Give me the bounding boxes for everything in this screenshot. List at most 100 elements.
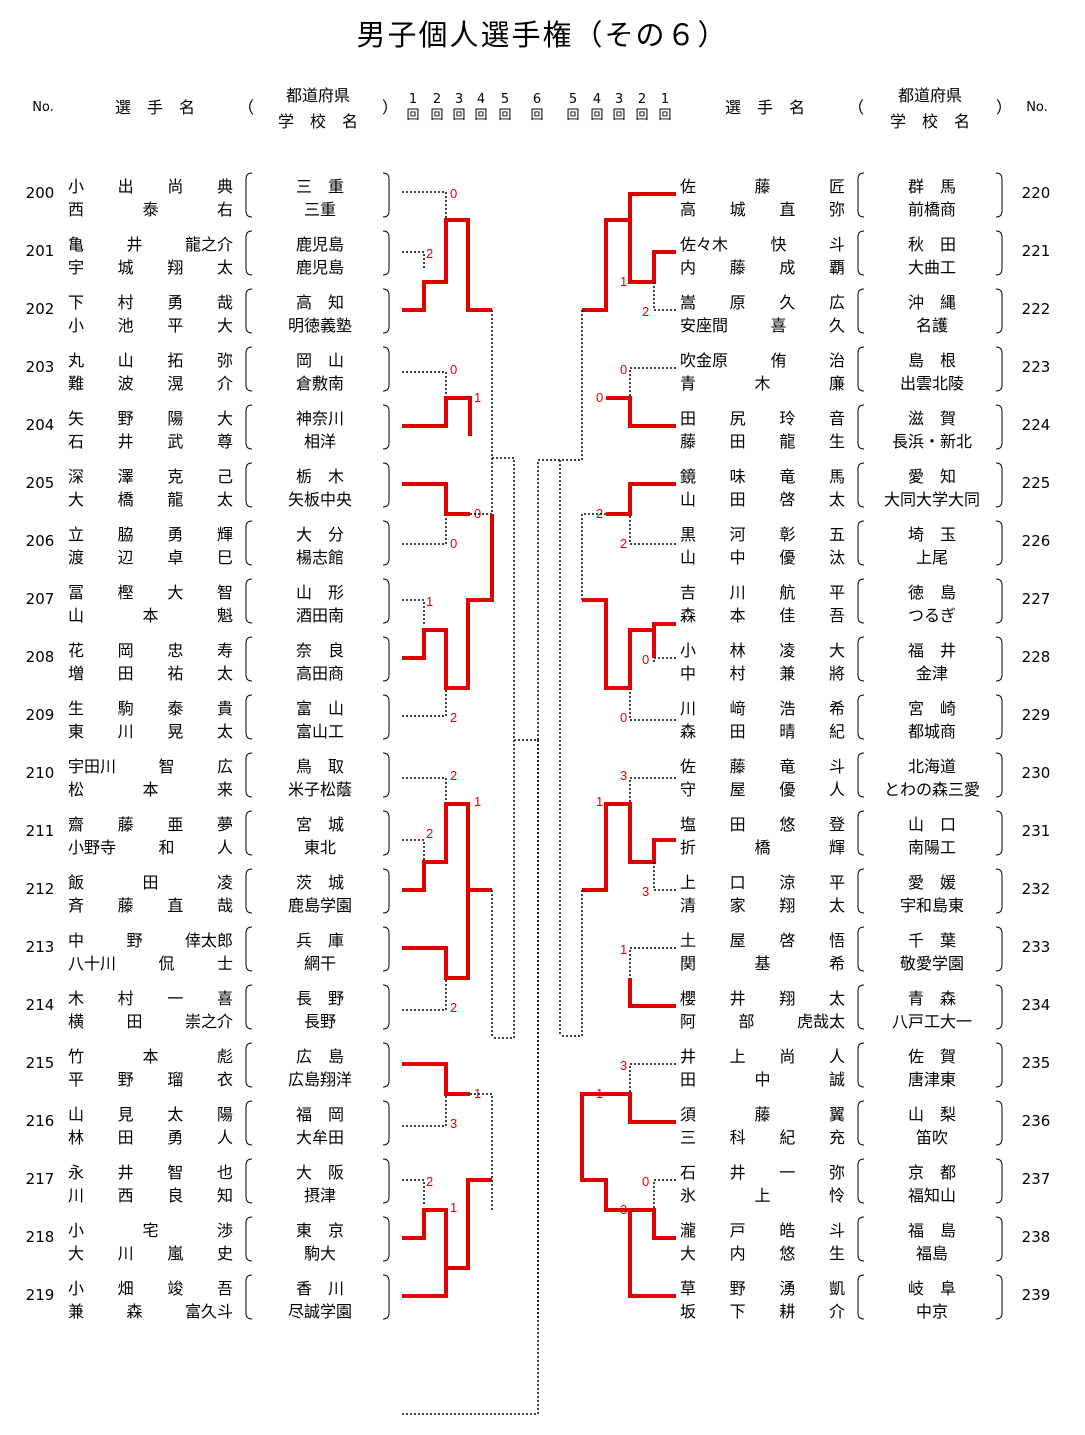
entry-number: 208 <box>25 648 55 666</box>
school-name: 福知山 <box>907 1186 956 1205</box>
entry-number: 205 <box>25 474 55 492</box>
paren-open <box>245 694 253 740</box>
school-name: 福島 <box>915 1244 948 1263</box>
entry-number: 210 <box>25 764 55 782</box>
bracket-line <box>470 1093 493 1210</box>
school-name: 唐津東 <box>907 1070 956 1089</box>
round-label-right-2: 4 回 <box>590 92 604 123</box>
entry-number: 221 <box>1021 242 1051 260</box>
player-name: 吹金原侑治 <box>680 351 845 370</box>
entry-number: 213 <box>25 938 55 956</box>
score: 2 <box>620 536 627 551</box>
round-label-left-3: 3 回 <box>452 92 466 123</box>
prefecture: 高 知 <box>295 293 344 312</box>
prefecture: 千 葉 <box>907 931 956 950</box>
score: 1 <box>426 594 433 609</box>
winner-line <box>582 802 676 892</box>
player-name: 佐々木快斗 <box>680 235 845 254</box>
paren-open <box>857 1042 865 1088</box>
school-name: 米子松蔭 <box>287 780 352 799</box>
player-name: 守屋優人 <box>680 780 845 799</box>
bracket-line <box>402 740 539 1415</box>
player-name: 塩田悠登 <box>680 815 845 834</box>
prefecture: 宮 崎 <box>907 699 956 718</box>
school-name: 出雲北陵 <box>899 374 964 393</box>
player-name: 櫻井翔太 <box>680 989 845 1008</box>
paren-close <box>382 404 390 450</box>
player-name: 平野瑠衣 <box>68 1070 233 1089</box>
prefecture: 山 形 <box>295 583 344 602</box>
player-name: 青木廉 <box>680 374 845 393</box>
paren-open <box>245 462 253 508</box>
player-name: 山田啓太 <box>680 490 845 509</box>
player-name: 山中優汰 <box>680 548 845 567</box>
player-name: 生駒泰貴 <box>68 699 233 718</box>
school-name: 大同大学大同 <box>883 490 980 509</box>
paren-close <box>382 346 390 392</box>
paren-close <box>382 1158 390 1204</box>
score: 0 <box>620 710 627 725</box>
bracket-line <box>402 690 447 717</box>
entry-number: 206 <box>25 532 55 550</box>
winner-line <box>402 1062 470 1096</box>
prefecture: 大 分 <box>295 525 344 544</box>
paren-close <box>995 694 1003 740</box>
prefecture: 奈 良 <box>295 641 344 660</box>
entry-number: 218 <box>25 1228 55 1246</box>
player-name: 小畑竣吾 <box>68 1279 233 1298</box>
entry-number: 211 <box>25 822 55 840</box>
player-name: 三科紀充 <box>680 1128 845 1147</box>
player-name: 鏡味竜馬 <box>680 467 845 486</box>
entry-number: 238 <box>1021 1228 1051 1246</box>
winner-line <box>402 1208 448 1298</box>
header-player-right: 選 手 名 <box>724 98 805 117</box>
player-name: 森本佳吾 <box>680 606 845 625</box>
school-name: 笛吹 <box>915 1128 948 1147</box>
bracket-line <box>629 367 676 398</box>
player-name: 山見太陽 <box>68 1105 233 1124</box>
school-name: 酒田南 <box>295 606 344 625</box>
score: 2 <box>450 768 457 783</box>
player-name: 中村兼將 <box>680 664 845 683</box>
round-label-left-4: 4 回 <box>474 92 488 123</box>
entry-number: 222 <box>1021 300 1051 318</box>
prefecture: 岡 山 <box>295 351 344 370</box>
entry-number: 230 <box>1021 764 1051 782</box>
score: 0 <box>642 652 649 667</box>
entry-number: 237 <box>1021 1170 1051 1188</box>
player-name: 斉藤直哉 <box>68 896 233 915</box>
entry-number: 220 <box>1021 184 1051 202</box>
school-name: 駒大 <box>303 1244 336 1263</box>
school-name: 上尾 <box>915 548 948 567</box>
prefecture: 愛 媛 <box>907 873 956 892</box>
prefecture: 山 梨 <box>907 1105 956 1124</box>
school-name: 南陽工 <box>907 838 956 857</box>
header-school-left: 学 校 名 <box>277 112 358 131</box>
paren-close <box>382 1216 390 1262</box>
paren-close <box>995 636 1003 682</box>
bracket-line <box>629 690 676 721</box>
school-name: 八戸工大一 <box>891 1012 972 1031</box>
paren-open <box>245 520 253 566</box>
prefecture: 群 馬 <box>907 177 956 196</box>
round-label-left-6: 6 回 <box>530 92 544 123</box>
paren-open <box>245 984 253 1030</box>
paren-close <box>382 868 390 914</box>
player-name: 宇田川智広 <box>68 757 233 776</box>
prefecture: 岐 阜 <box>907 1279 956 1298</box>
school-name: 大曲工 <box>907 258 956 277</box>
score: 0 <box>474 506 481 521</box>
entry-number: 223 <box>1021 358 1051 376</box>
school-name: 東北 <box>303 838 336 857</box>
paren-close <box>995 404 1003 450</box>
paren-open <box>857 984 865 1030</box>
player-name: 小池平大 <box>68 316 233 335</box>
bracket-line <box>537 459 560 740</box>
paren-close <box>995 1158 1003 1204</box>
paren-close <box>382 172 390 218</box>
header-no-right: No. <box>1026 100 1048 115</box>
paren-open <box>857 1216 865 1262</box>
paren-open <box>245 230 253 276</box>
